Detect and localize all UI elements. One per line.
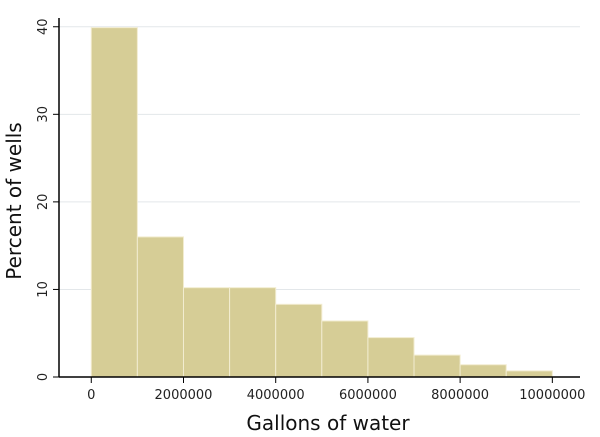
histogram-bar-9 bbox=[505, 370, 553, 378]
x-tick-label-0: 0 bbox=[87, 388, 95, 403]
histogram-bar-0 bbox=[90, 27, 138, 378]
axes bbox=[58, 18, 580, 378]
histogram-bar-6 bbox=[367, 337, 415, 378]
y-tick-label-0: 0 bbox=[36, 373, 51, 381]
y-axis-title: Percent of wells bbox=[2, 122, 26, 279]
histogram-bar-8 bbox=[459, 364, 507, 378]
histogram-bars bbox=[90, 27, 553, 378]
histogram-bar-1 bbox=[136, 236, 184, 378]
y-tick-label-1: 10 bbox=[36, 281, 51, 298]
x-tick-label-1: 2000000 bbox=[155, 388, 213, 403]
histogram-bar-5 bbox=[321, 320, 369, 378]
histogram-bar-7 bbox=[413, 354, 461, 378]
y-tick-label-3: 30 bbox=[36, 106, 51, 123]
x-axis-title: Gallons of water bbox=[246, 411, 410, 435]
x-tick-label-4: 8000000 bbox=[431, 388, 489, 403]
histogram-bar-4 bbox=[275, 303, 323, 378]
histogram-bar-2 bbox=[182, 287, 231, 378]
x-tick-label-5: 10000000 bbox=[519, 388, 585, 403]
y-tick-label-2: 20 bbox=[36, 194, 51, 211]
x-tick-label-2: 4000000 bbox=[247, 388, 305, 403]
y-tick-label-4: 40 bbox=[36, 18, 51, 35]
x-ticks: 0 2000000 4000000 6000000 8000000 10000000 bbox=[87, 377, 585, 403]
y-ticks: 0 10 20 30 40 bbox=[36, 18, 59, 381]
histogram-bar-3 bbox=[229, 287, 277, 378]
x-tick-label-3: 6000000 bbox=[339, 388, 397, 403]
